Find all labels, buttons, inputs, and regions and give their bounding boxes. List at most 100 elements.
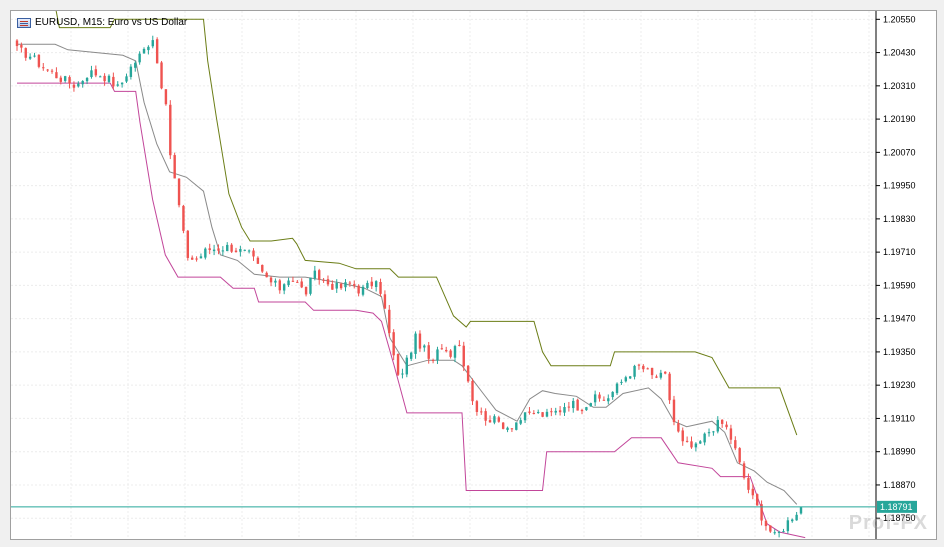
candle-body [37, 54, 41, 67]
candle-body [480, 411, 483, 413]
candle-body [339, 283, 343, 289]
lower-band-line [17, 82, 806, 539]
price-tick-label: 1.19350 [883, 347, 916, 357]
candle-body [572, 400, 575, 409]
price-axis[interactable]: 1.20550 1.20430 1.20310 1.20190 1.20070 1.199… [876, 14, 916, 523]
candle-body [304, 286, 308, 295]
candle-body [537, 411, 540, 413]
candle-body [475, 401, 479, 412]
candle-body [300, 281, 303, 288]
candle-body [142, 48, 146, 54]
candle-body [650, 367, 654, 376]
candle-body [409, 352, 413, 359]
candle-body [637, 364, 641, 366]
candle-body [427, 345, 430, 359]
candle-body [173, 155, 176, 179]
candle-body [164, 89, 168, 105]
candle-body [523, 412, 527, 421]
candle-body [471, 380, 474, 402]
candle-body [274, 280, 277, 283]
candle-body [55, 72, 58, 79]
candle-body [190, 257, 194, 260]
candle-body [773, 532, 776, 534]
candle-body [331, 283, 334, 290]
candle-body [436, 349, 439, 361]
candle-body [90, 70, 93, 78]
candle-body [738, 448, 741, 463]
candle-body [256, 257, 260, 264]
candle-body [134, 62, 137, 68]
candle-body [541, 412, 544, 417]
candle-body [567, 406, 571, 408]
candle-body [344, 282, 347, 288]
chart-window[interactable]: 1.20550 1.20430 1.20310 1.20190 1.20070 1.199… [10, 10, 937, 540]
candle-body [681, 430, 684, 442]
candle-body [795, 514, 798, 521]
chart-window-icon[interactable] [17, 17, 31, 28]
candle-body [458, 344, 461, 346]
candle-body [593, 394, 597, 403]
candle-body [125, 76, 128, 82]
price-tick-label: 1.19110 [883, 413, 915, 423]
candle-body [269, 277, 273, 283]
price-tick-label: 1.18990 [883, 447, 916, 457]
candle-body [563, 407, 566, 413]
candle-body [204, 248, 207, 258]
candle-body [226, 244, 229, 252]
candle-body [247, 250, 251, 252]
candle-body [357, 285, 360, 294]
candle-body [720, 419, 724, 424]
candle-body [445, 349, 448, 352]
candle-body [405, 357, 409, 375]
candle-body [734, 440, 737, 449]
candle-body [99, 76, 102, 78]
candle-body [729, 428, 733, 440]
price-tick-label: 1.20070 [883, 147, 916, 157]
price-tick-label: 1.19470 [883, 314, 916, 324]
candle-body [335, 282, 338, 289]
candle-body [208, 248, 211, 251]
candle-body [85, 77, 89, 82]
candle-body [107, 75, 111, 82]
candle-body [501, 422, 505, 429]
candle-body [611, 391, 614, 398]
candle-body [155, 39, 159, 64]
chart-header: EURUSD, M15: Euro vs US Dollar [17, 17, 187, 28]
candle-body [554, 410, 557, 413]
candle-body [440, 348, 444, 350]
candle-body [466, 365, 470, 382]
candle-body [392, 332, 395, 356]
candle-body [624, 377, 628, 382]
upper-band-line [55, 11, 798, 436]
candle-body [620, 381, 623, 383]
candle-body [120, 82, 124, 85]
candle-body [63, 76, 67, 81]
candle-body [782, 531, 785, 533]
candle-body [221, 250, 225, 252]
candle-body [646, 368, 649, 370]
candle-body [361, 286, 365, 295]
candle-body [707, 432, 711, 434]
candle-body [615, 383, 619, 394]
candle-body [322, 279, 325, 281]
candle-body [68, 77, 71, 84]
candle-body [282, 284, 286, 291]
price-tick-label: 1.19710 [883, 247, 916, 257]
candle-body [370, 281, 373, 287]
candle-body [33, 55, 36, 57]
price-tick-label: 1.20310 [883, 81, 916, 91]
price-chart[interactable]: 1.20550 1.20430 1.20310 1.20190 1.20070 1.199… [11, 11, 936, 539]
candle-body [506, 427, 509, 430]
candle-body [598, 394, 601, 399]
candle-body [528, 411, 531, 413]
price-tick-label: 1.20190 [883, 114, 916, 124]
candle-body [50, 70, 54, 72]
candle-body [550, 411, 553, 413]
candle-body [313, 270, 317, 279]
price-tick-label: 1.18750 [883, 513, 916, 523]
candle-body [747, 478, 750, 490]
candle-body [668, 373, 671, 401]
candle-body [59, 77, 63, 82]
candle-body [291, 280, 295, 282]
candle-body [769, 525, 772, 532]
